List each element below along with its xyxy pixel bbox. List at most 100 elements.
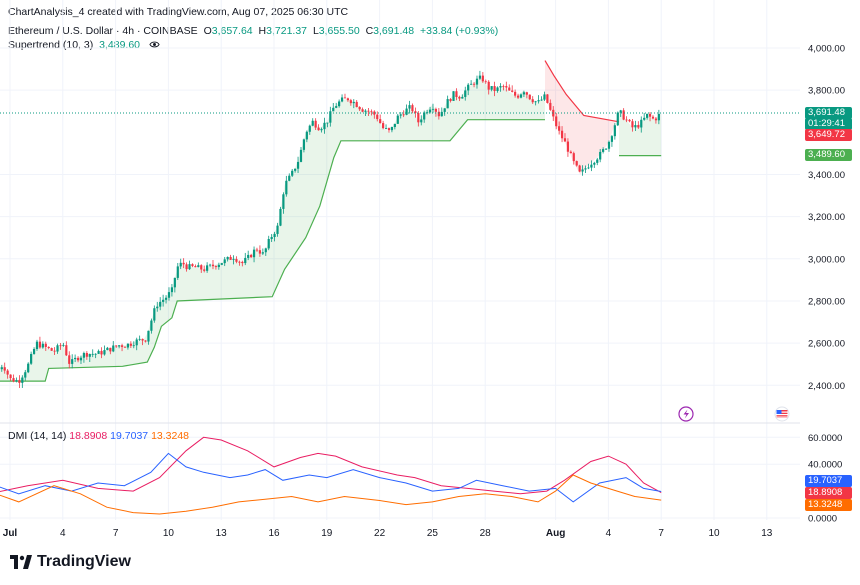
candle-body [411,105,414,112]
candle-body [340,97,344,102]
candle-body [106,347,109,351]
eye-icon[interactable] [149,39,160,50]
candle-body [525,92,528,95]
candle-body [153,308,156,321]
dmi-series-line [0,474,662,515]
candle-body [194,266,197,268]
candle-body [610,136,614,142]
candle-body [24,372,27,378]
countdown-badge: 01:29:41 [805,118,852,130]
candle-body [543,94,546,100]
candle-body [634,125,637,128]
candle-body [602,149,605,152]
candle-body [516,95,520,98]
candle-body [261,252,264,254]
time-tick-label: 10 [708,528,720,539]
candle-body [150,320,153,331]
candle-body [352,101,355,104]
candle-body [481,75,484,82]
candle-body [478,75,482,79]
candle-body [226,256,229,260]
time-tick-label: 25 [427,528,439,539]
candle-body [203,269,206,271]
candle-body [387,128,391,131]
candle-body [197,265,200,268]
candle-body [12,378,15,382]
time-tick-label: 19 [321,528,333,539]
dmi-series-line [0,452,662,503]
candle-body [566,141,570,152]
dmi-name: DMI (14, 14) [8,430,67,442]
candle-body [631,121,634,128]
candle-body [285,180,288,195]
time-tick-label: 28 [480,528,492,539]
price-tick-label: 2,600.00 [808,339,845,350]
candle-body [569,151,572,154]
candle-body [241,261,244,264]
candle-body [625,119,628,121]
minus-di-badge: 19.7037 [805,475,852,487]
candle-body [437,111,440,117]
candle-body [549,102,552,110]
candle-body [103,350,106,355]
candle-body [563,138,567,142]
candle-body [235,259,238,262]
candle-body [68,355,71,364]
candle-body [499,86,502,88]
candle-body [100,350,103,355]
candle-body [132,345,135,347]
candle-body [191,264,194,267]
candle-body [417,113,420,123]
candle-body [74,357,77,360]
candle-body [0,367,3,370]
candle-body [176,266,179,278]
candle-body [616,112,619,126]
candle-body [109,347,112,352]
candle-body [118,345,121,347]
high-value: 3,721.37 [266,25,308,37]
candle-body [206,265,209,271]
candle-body [144,340,147,342]
dmi-tick-label: 0.0000 [808,514,837,525]
candle-body [364,110,367,112]
candle-body [470,83,473,85]
candle-body [443,108,446,112]
candle-body [91,353,94,355]
candle-body [440,111,443,117]
time-tick-label: 10 [163,528,175,539]
candle-body [38,341,42,348]
supertrend-lines [0,60,662,382]
candle-body [399,114,402,116]
flag-icon[interactable] [774,406,790,422]
candle-body [138,338,141,340]
candle-body [71,359,74,364]
candle-body [32,349,36,354]
lightning-icon[interactable] [678,406,694,422]
candle-body [502,86,505,87]
tradingview-logo[interactable]: TradingView [10,553,131,571]
candle-body [112,345,115,352]
candle-body [247,254,250,258]
candle-body [511,90,514,92]
time-tick-label: Jul [3,528,18,539]
candle-body [156,306,159,309]
candle-body [640,119,643,128]
price-tick-label: 3,400.00 [808,170,845,181]
candle-body [273,233,276,238]
candle-body [379,119,382,124]
candle-body [59,345,62,347]
dmi-tick-label: 60.0000 [808,433,842,444]
candle-body [264,248,267,253]
last-price-badge: 3,691.48 [805,107,852,119]
plus-di-value: 18.8908 [69,430,108,442]
dmi-legend[interactable]: DMI (14, 14) 18.8908 19.7037 13.3248 [8,430,189,442]
tradingview-logo-icon [10,555,32,569]
candle-body [162,299,165,302]
plus-di-badge: 18.8908 [805,487,852,499]
candle-body [208,264,212,266]
candle-body [643,117,646,120]
candle-body [490,86,493,90]
candle-body [27,363,30,373]
candle-body [607,141,611,149]
